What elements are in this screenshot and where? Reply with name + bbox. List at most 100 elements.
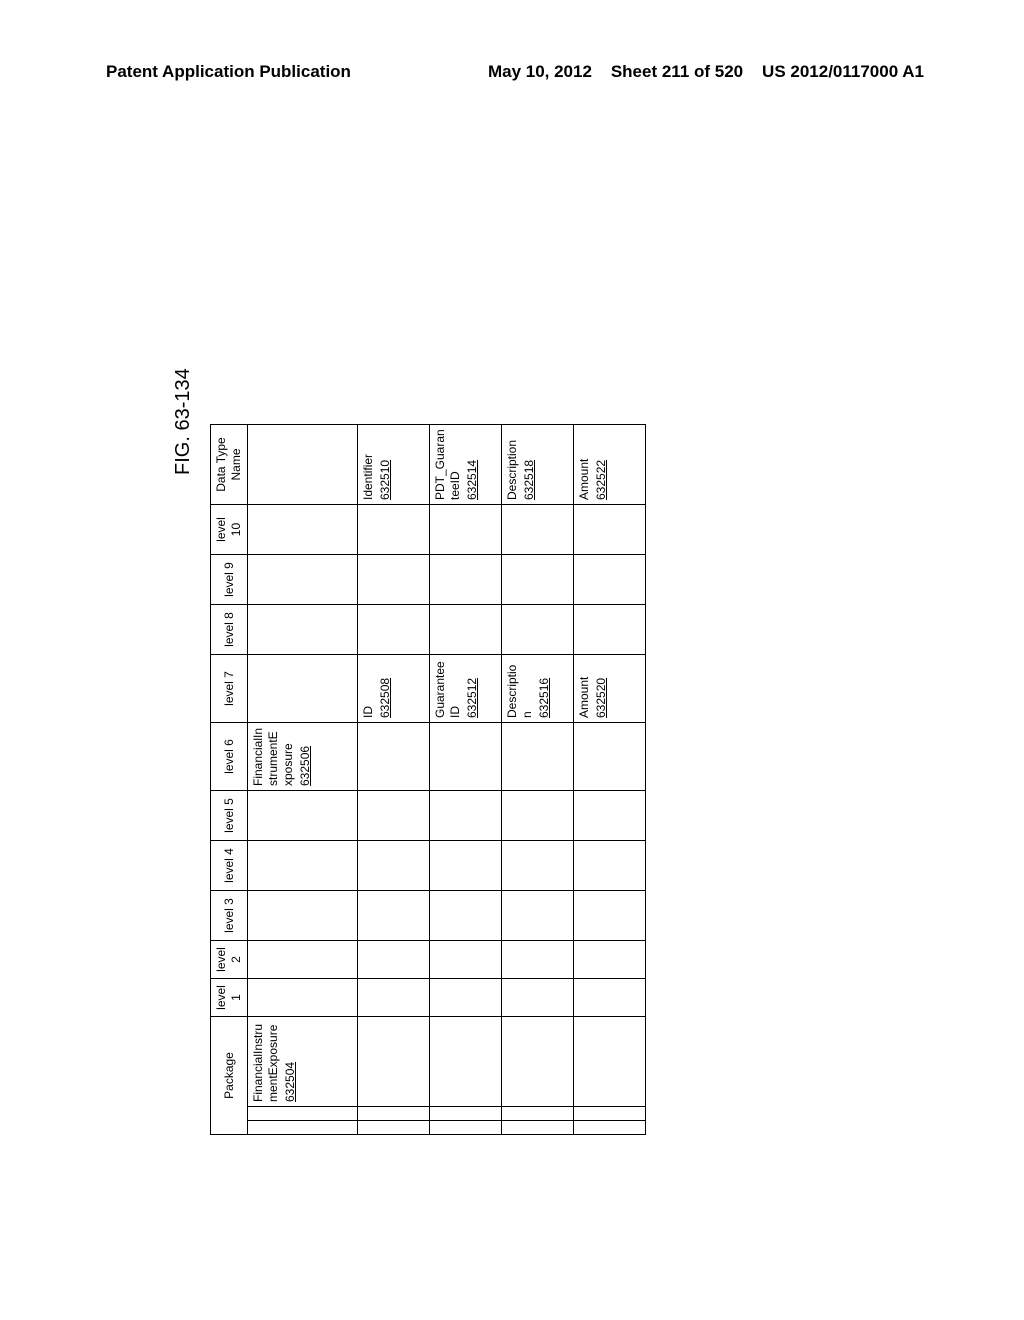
page-header: Patent Application Publication May 10, 2…	[0, 62, 1024, 82]
cell-level10	[502, 505, 574, 555]
cell-level2	[358, 941, 430, 979]
cell-level5	[430, 791, 502, 841]
cell-level8	[574, 605, 646, 655]
cell-level3	[574, 891, 646, 941]
col-level3: level 3	[211, 891, 248, 941]
cell-text: ID	[361, 659, 376, 718]
table-row: FinancialInstrumentExposure632504Financi…	[248, 425, 358, 1135]
cell-level3	[502, 891, 574, 941]
stub-cell	[358, 1107, 430, 1121]
cell-level6	[358, 723, 430, 791]
col-level4: level 4	[211, 841, 248, 891]
cell-level4	[502, 841, 574, 891]
header-sheet: Sheet 211 of 520	[611, 62, 743, 81]
cell-level5	[248, 791, 358, 841]
patent-page: Patent Application Publication May 10, 2…	[0, 0, 1024, 1320]
col-level2: level 2	[211, 941, 248, 979]
stub-cell	[358, 1121, 430, 1135]
header-right: May 10, 2012 Sheet 211 of 520 US 2012/01…	[351, 62, 1024, 82]
col-level9: level 9	[211, 555, 248, 605]
cell-text: FinancialInstrumentExposure	[251, 1021, 281, 1102]
cell-level6	[574, 723, 646, 791]
reference-number: 632518	[522, 460, 537, 500]
reference-number: 632510	[378, 460, 393, 500]
table-row: Description632516Description632518	[502, 425, 574, 1135]
cell-level2	[248, 941, 358, 979]
reference-number: 632520	[594, 678, 609, 718]
reference-number: 632508	[378, 678, 393, 718]
cell-package	[358, 1017, 430, 1107]
stub-cell	[430, 1121, 502, 1135]
cell-level1	[430, 979, 502, 1017]
header-pubno: US 2012/0117000 A1	[762, 62, 924, 81]
col-level1: level 1	[211, 979, 248, 1017]
cell-level4	[358, 841, 430, 891]
cell-level10	[574, 505, 646, 555]
table-container: Package level 1 level 2 level 3 level 4 …	[210, 424, 646, 1135]
cell-level1	[358, 979, 430, 1017]
cell-text: Identifier	[361, 429, 376, 500]
stub-cell	[248, 1121, 358, 1135]
cell-level8	[248, 605, 358, 655]
data-type-table: Package level 1 level 2 level 3 level 4 …	[210, 424, 646, 1135]
cell-level5	[358, 791, 430, 841]
cell-level10	[430, 505, 502, 555]
cell-level7: ID632508	[358, 655, 430, 723]
table-body: FinancialInstrumentExposure632504Financi…	[248, 425, 646, 1135]
cell-level2	[574, 941, 646, 979]
cell-package: FinancialInstrumentExposure632504	[248, 1017, 358, 1107]
cell-level9	[358, 555, 430, 605]
cell-level9	[248, 555, 358, 605]
cell-package	[574, 1017, 646, 1107]
cell-datatype: Identifier632510	[358, 425, 430, 505]
col-level7: level 7	[211, 655, 248, 723]
cell-level2	[502, 941, 574, 979]
cell-level8	[502, 605, 574, 655]
cell-text: Description	[505, 659, 535, 718]
reference-number: 632506	[298, 746, 313, 786]
cell-datatype: PDT_GuaranteeID632514	[430, 425, 502, 505]
stub-cell	[502, 1121, 574, 1135]
cell-text: FinancialInstrumentExposure	[251, 727, 296, 786]
cell-level3	[430, 891, 502, 941]
header-date: May 10, 2012	[488, 62, 592, 81]
reference-number: 632514	[465, 460, 480, 500]
cell-level6	[430, 723, 502, 791]
cell-datatype: Description632518	[502, 425, 574, 505]
cell-level8	[358, 605, 430, 655]
cell-level7: Description632516	[502, 655, 574, 723]
cell-datatype: Amount632522	[574, 425, 646, 505]
stub-cell	[248, 1107, 358, 1121]
cell-level6	[502, 723, 574, 791]
stub-cell	[502, 1107, 574, 1121]
cell-level8	[430, 605, 502, 655]
table-header-row: Package level 1 level 2 level 3 level 4 …	[211, 425, 248, 1135]
reference-number: 632504	[283, 1062, 298, 1102]
reference-number: 632522	[594, 460, 609, 500]
cell-level1	[502, 979, 574, 1017]
cell-level4	[574, 841, 646, 891]
cell-level7: Amount632520	[574, 655, 646, 723]
col-level8: level 8	[211, 605, 248, 655]
cell-text: GuaranteeID	[433, 659, 463, 718]
cell-level10	[358, 505, 430, 555]
cell-package	[502, 1017, 574, 1107]
cell-level7: GuaranteeID632512	[430, 655, 502, 723]
cell-text: PDT_GuaranteeID	[433, 429, 463, 500]
cell-level5	[502, 791, 574, 841]
cell-level9	[574, 555, 646, 605]
cell-level1	[574, 979, 646, 1017]
table-row: GuaranteeID632512 PDT_GuaranteeID632514	[430, 425, 502, 1135]
col-level10: level 10	[211, 505, 248, 555]
cell-text: Amount	[577, 659, 592, 718]
cell-level1	[248, 979, 358, 1017]
cell-text: Description	[505, 429, 520, 500]
col-level5: level 5	[211, 791, 248, 841]
cell-text: Amount	[577, 429, 592, 500]
cell-level9	[430, 555, 502, 605]
col-level6: level 6	[211, 723, 248, 791]
cell-level3	[248, 891, 358, 941]
cell-level9	[502, 555, 574, 605]
header-left: Patent Application Publication	[0, 62, 351, 82]
cell-package	[430, 1017, 502, 1107]
